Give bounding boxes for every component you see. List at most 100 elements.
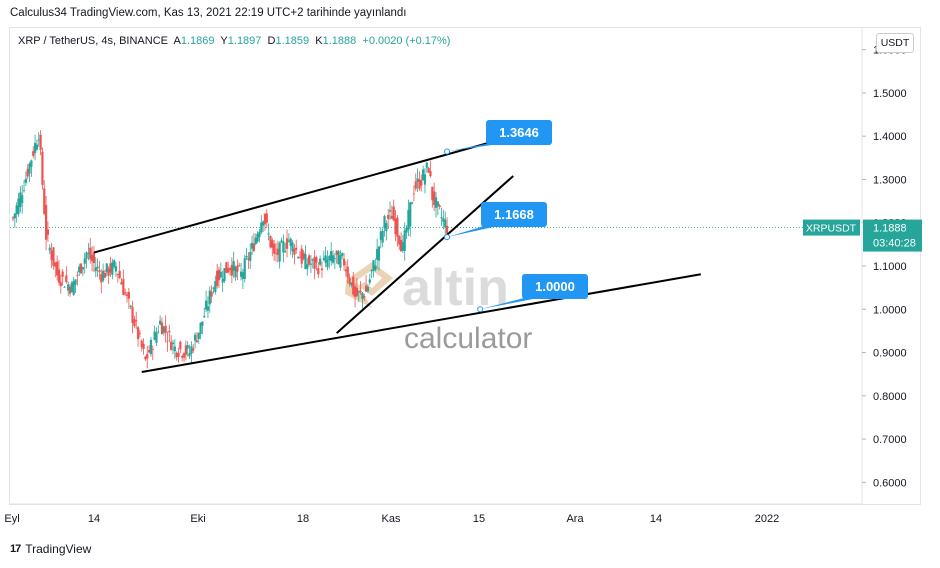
candle-body	[350, 282, 353, 286]
candle-body	[142, 344, 145, 350]
candle-body	[100, 274, 103, 283]
candle	[72, 276, 75, 296]
candle-body	[162, 326, 165, 333]
candle	[269, 235, 272, 249]
candle	[125, 291, 129, 303]
candle-body	[35, 144, 39, 150]
candle	[333, 253, 336, 270]
candle	[210, 285, 213, 303]
candle	[285, 229, 289, 258]
candle-body	[306, 264, 309, 269]
candle	[311, 258, 314, 269]
symbol-name: XRP / TetherUS, 4s, BINANCE	[18, 35, 168, 47]
candle	[291, 240, 294, 259]
candle-body	[319, 258, 322, 265]
candle	[249, 243, 252, 270]
candle	[159, 315, 162, 326]
candle-body	[392, 206, 395, 221]
candle	[227, 261, 230, 274]
candle	[140, 339, 143, 352]
x-tick-label: 14	[88, 513, 100, 525]
candle	[238, 262, 241, 268]
candle-body	[352, 276, 355, 295]
candle	[203, 307, 206, 319]
footer: 17 TradingView	[10, 542, 91, 556]
candle-body	[46, 229, 50, 235]
callout-label: 1.0000	[535, 279, 575, 294]
candle	[263, 213, 267, 231]
candle	[114, 261, 118, 277]
candle-body	[250, 242, 254, 249]
candle-body	[249, 251, 252, 261]
candle	[113, 259, 116, 269]
candle-body	[258, 231, 261, 238]
candle	[127, 287, 130, 309]
candle	[133, 315, 136, 328]
candle	[319, 255, 322, 267]
candle	[394, 210, 397, 242]
candle-body	[394, 218, 397, 235]
footer-brand: TradingView	[25, 542, 92, 556]
candle-body	[379, 231, 382, 240]
candle	[59, 274, 62, 294]
candle	[120, 277, 123, 285]
candle-body	[190, 346, 193, 354]
candle	[256, 231, 259, 244]
candle	[160, 317, 164, 335]
candle	[138, 329, 141, 338]
candle	[433, 182, 436, 212]
close-value: 1.1888	[322, 35, 357, 47]
candle	[258, 228, 261, 243]
candle-body	[295, 247, 298, 250]
x-tick-label: 2022	[755, 513, 779, 525]
candle-body	[436, 201, 439, 207]
candle-body	[94, 267, 97, 272]
candle-body	[65, 275, 68, 283]
candle	[118, 260, 121, 280]
candle	[65, 266, 68, 284]
candle-body	[175, 352, 178, 358]
candle	[348, 273, 351, 287]
candle	[265, 209, 268, 229]
candle-body	[96, 266, 99, 269]
published-caption: Calculus34 TradingView.com, Kas 13, 2021…	[10, 7, 407, 19]
candle-body	[45, 205, 48, 240]
candle-body	[136, 327, 140, 340]
candle	[423, 168, 427, 194]
candle-body	[87, 252, 90, 254]
candle	[87, 243, 90, 261]
candle-body	[407, 209, 410, 230]
candle-body	[197, 332, 200, 339]
candle-body	[195, 340, 199, 343]
candle-body	[214, 281, 217, 293]
candle-body	[298, 257, 302, 259]
candle-body	[223, 268, 226, 282]
candle-body	[287, 240, 290, 242]
candle	[278, 241, 281, 269]
candle-body	[219, 271, 222, 278]
candle-body	[41, 151, 44, 185]
watermark-word: altin	[402, 259, 509, 317]
candle	[250, 235, 254, 256]
candle	[425, 161, 428, 173]
candle	[223, 267, 226, 283]
candle	[444, 211, 447, 236]
candle-body	[368, 279, 371, 283]
candle	[230, 257, 233, 284]
candle-body	[405, 227, 408, 233]
candle-body	[276, 248, 279, 255]
candle-body	[32, 151, 35, 156]
candle-body	[144, 356, 147, 360]
candle-body	[370, 270, 373, 272]
currency-button[interactable]: USDT	[876, 33, 914, 53]
candle-body	[67, 284, 70, 291]
candle	[68, 284, 72, 297]
candle	[136, 325, 140, 347]
candle-body	[359, 290, 362, 292]
time-axis: Eyl 14 Eki 18 Kas 15 Ara 14 2022	[4, 513, 779, 525]
candle	[111, 258, 114, 280]
candle	[149, 337, 153, 357]
candle	[135, 311, 138, 330]
y-tick-label: 1.1000	[873, 261, 907, 273]
